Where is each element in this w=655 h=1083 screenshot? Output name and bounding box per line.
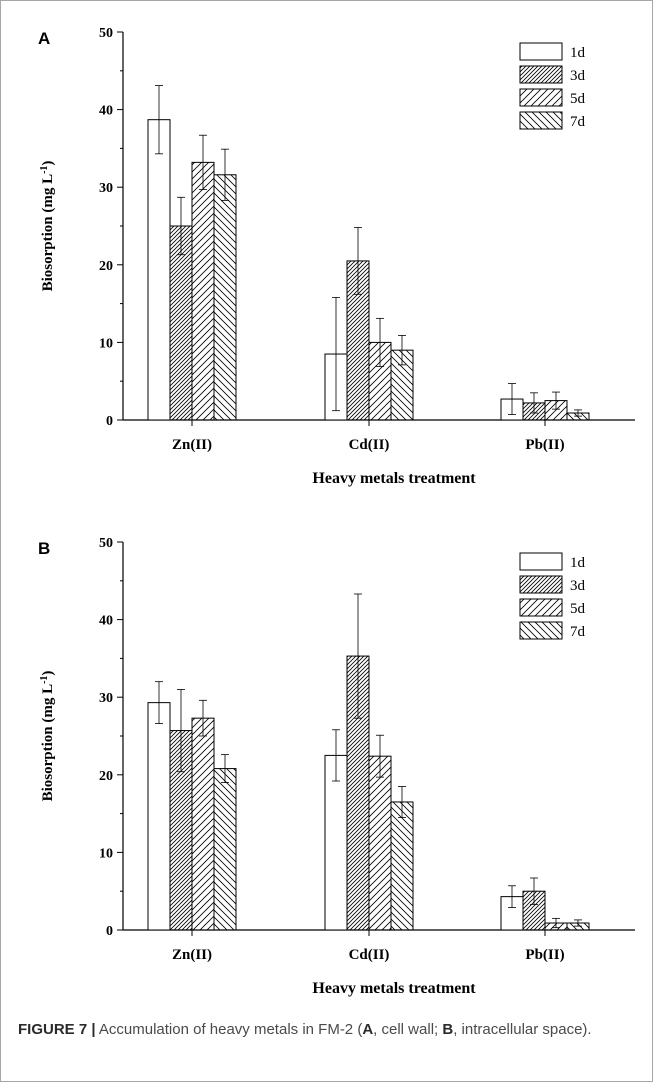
x-tick-label: Zn(II) xyxy=(172,947,212,963)
x-axis-label: Heavy metals treatment xyxy=(312,980,476,997)
y-tick-label: 50 xyxy=(99,26,113,41)
y-tick-label: 0 xyxy=(106,924,113,939)
y-tick-label: 10 xyxy=(99,846,113,861)
bar-1d-1 xyxy=(324,754,348,931)
caption-figure-label: FIGURE 7 | xyxy=(18,1021,96,1038)
y-axis-label-unit-exponent: -1 xyxy=(39,166,50,174)
bar-7d-0 xyxy=(213,768,237,931)
panel-label: A xyxy=(38,29,50,48)
y-axis-label-unit-exponent: -1 xyxy=(39,676,50,684)
x-tick-label: Pb(II) xyxy=(525,437,564,453)
y-tick-label: 30 xyxy=(99,691,113,706)
bar-1d-0 xyxy=(147,119,171,421)
figure-caption: FIGURE 7 | Accumulation of heavy metals … xyxy=(18,1018,638,1042)
legend-swatch-7d xyxy=(519,621,563,640)
legend-swatch-5d xyxy=(519,598,563,617)
legend-label-5d: 5d xyxy=(570,601,586,617)
bar-5d-0 xyxy=(191,717,215,931)
legend-label-7d: 7d xyxy=(570,114,586,130)
legend-swatch-5d xyxy=(519,88,563,107)
caption-label-a: A xyxy=(362,1021,374,1038)
legend-swatch-1d xyxy=(519,552,563,571)
legend-label-3d: 3d xyxy=(570,578,586,594)
y-tick-label: 30 xyxy=(99,181,113,196)
x-tick-label: Cd(II) xyxy=(349,437,390,453)
legend-label-1d: 1d xyxy=(570,555,586,571)
bar-1d-0 xyxy=(147,702,171,931)
chart-panel-b: B 0 10 20 30 40 50 Biosorption (mg L-1) Zn(II) Cd… xyxy=(38,536,635,997)
y-axis-label-close: ) xyxy=(40,161,56,166)
y-axis-label-close: ) xyxy=(40,671,56,676)
legend-label-5d: 5d xyxy=(570,91,586,107)
x-tick-label: Zn(II) xyxy=(172,437,212,453)
bar-5d-1 xyxy=(368,755,392,931)
caption-label-b: B xyxy=(442,1021,454,1038)
legend-swatch-3d xyxy=(519,65,563,84)
x-axis-label: Heavy metals treatment xyxy=(312,470,476,487)
y-tick-label: 50 xyxy=(99,536,113,551)
caption-text-1: Accumulation of heavy metals in FM-2 ( xyxy=(95,1021,363,1038)
caption-text-2: , cell wall; xyxy=(373,1021,443,1038)
x-tick-label: Cd(II) xyxy=(349,947,390,963)
y-axis-label-main: Biosorption (mg L xyxy=(40,174,56,292)
y-tick-label: 0 xyxy=(106,414,113,429)
y-axis-label-main: Biosorption (mg L xyxy=(40,684,56,802)
legend-label-7d: 7d xyxy=(570,624,586,640)
y-axis-label: Biosorption (mg L-1) xyxy=(39,161,57,292)
bar-7d-0 xyxy=(213,174,237,421)
x-tick-label: Pb(II) xyxy=(525,947,564,963)
bar-5d-0 xyxy=(191,161,215,421)
panel-label: B xyxy=(38,539,50,558)
legend-label-3d: 3d xyxy=(570,68,586,84)
y-tick-label: 10 xyxy=(99,336,113,351)
caption-text-3: , intracellular space). xyxy=(453,1021,592,1038)
y-tick-label: 40 xyxy=(99,614,113,629)
legend-swatch-1d xyxy=(519,42,563,61)
chart-panel-a: A 0 10 20 30 40 50 Biosorption (mg L-1) Zn(II) Cd… xyxy=(38,26,635,487)
y-tick-label: 20 xyxy=(99,769,113,784)
legend-swatch-3d xyxy=(519,575,563,594)
y-tick-label: 20 xyxy=(99,259,113,274)
y-tick-label: 40 xyxy=(99,104,113,119)
legend-swatch-7d xyxy=(519,111,563,130)
bar-7d-1 xyxy=(390,801,414,931)
y-axis-label: Biosorption (mg L-1) xyxy=(39,671,57,802)
legend-label-1d: 1d xyxy=(570,45,586,61)
